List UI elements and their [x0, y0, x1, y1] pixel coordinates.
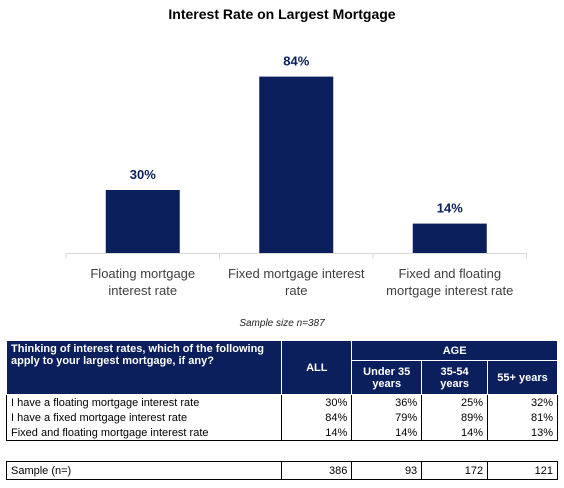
category-label: Floating mortgage interest rate: [90, 266, 195, 298]
bar-chart: 30% Floating mortgage interest rate 84% Fixe…: [65, 54, 527, 298]
sample-size-table: Sample (n=) 386 93 172 121: [5, 461, 558, 480]
row-label: I have a floating mortgage interest rate: [5, 394, 283, 410]
cell-under-35: 79%: [351, 410, 423, 425]
bar: [259, 76, 334, 253]
table-row: I have a floating mortgage interest rate…: [5, 394, 558, 410]
sample-row: Sample (n=) 386 93 172 121: [5, 461, 558, 480]
table-row: Fixed and floating mortgage interest rat…: [5, 425, 558, 441]
age-header-under-35: Under 35 years: [351, 360, 423, 395]
data-label: 30%: [130, 167, 156, 182]
row-label: I have a fixed mortgage interest rate: [5, 410, 283, 425]
age-header-55-plus: 55+ years: [487, 360, 558, 395]
age-breakdown-table: Thinking of interest rates, which of the…: [5, 340, 558, 441]
row-label: Fixed and floating mortgage interest rat…: [5, 425, 283, 441]
cell-35-54: 14%: [421, 425, 489, 441]
sample-size-note: Sample size n=387: [239, 318, 325, 329]
question-header: Thinking of interest rates, which of the…: [5, 340, 283, 395]
chart-title: Interest Rate on Largest Mortgage: [168, 6, 396, 22]
bar: [412, 223, 487, 253]
cell-35-54: 25%: [421, 394, 489, 410]
cell-under-35: 14%: [351, 425, 423, 441]
age-header-35-54: 35-54 years: [421, 360, 489, 395]
cell-55-plus: 32%: [487, 394, 558, 410]
all-header: ALL: [281, 340, 353, 395]
sample-under-35: 93: [351, 461, 423, 480]
cell-55-plus: 81%: [487, 410, 558, 425]
cell-all: 84%: [281, 410, 353, 425]
cell-under-35: 36%: [351, 394, 423, 410]
category-label: Fixed mortgage interest rate: [228, 266, 365, 298]
data-label: 14%: [437, 201, 463, 216]
cell-55-plus: 13%: [487, 425, 558, 441]
category-label: Fixed and floating mortgage interest rate: [386, 266, 513, 298]
cell-35-54: 89%: [421, 410, 489, 425]
sample-all: 386: [281, 461, 353, 480]
sample-35-54: 172: [421, 461, 489, 480]
cell-all: 14%: [281, 425, 353, 441]
cell-all: 30%: [281, 394, 353, 410]
table-row: I have a fixed mortgage interest rate 84…: [5, 410, 558, 425]
data-label: 84%: [283, 54, 309, 69]
sample-55-plus: 121: [487, 461, 558, 480]
sample-label: Sample (n=): [5, 461, 283, 480]
age-group-header: AGE: [351, 340, 558, 361]
bar: [105, 190, 180, 253]
